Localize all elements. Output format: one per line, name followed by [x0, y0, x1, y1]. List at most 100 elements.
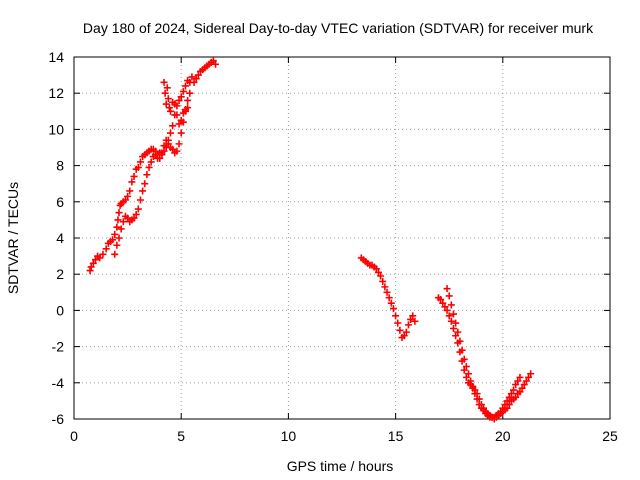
data-point: [454, 328, 462, 336]
data-point: [134, 205, 142, 213]
data-point: [447, 317, 455, 325]
data-point: [518, 384, 526, 392]
data-point: [184, 104, 192, 112]
data-point: [387, 299, 395, 307]
data-point: [165, 104, 173, 112]
data-point: [173, 111, 181, 119]
data-point: [372, 265, 380, 273]
data-point: [113, 241, 121, 249]
y-tick-label: 0: [56, 302, 64, 318]
data-point: [163, 84, 171, 92]
data-point: [99, 250, 107, 258]
data-point: [379, 277, 387, 285]
data-point: [124, 192, 132, 200]
data-point: [164, 140, 172, 148]
grid-layer: [74, 57, 610, 419]
data-point: [156, 154, 164, 162]
data-point: [473, 395, 481, 403]
data-point: [475, 401, 483, 409]
data-point: [130, 214, 138, 222]
data-point: [145, 163, 153, 171]
data-point: [114, 216, 122, 224]
data-point: [458, 346, 466, 354]
data-point: [192, 75, 200, 83]
x-axis-title: GPS time / hours: [287, 458, 394, 474]
data-point: [162, 136, 170, 144]
data-point: [119, 218, 127, 226]
y-tick-label: 14: [48, 49, 64, 65]
data-point: [449, 325, 457, 332]
data-point: [132, 210, 140, 218]
data-point: [109, 236, 117, 244]
data-point: [139, 187, 147, 195]
data-point: [190, 78, 198, 86]
data-point: [177, 129, 185, 137]
data-point: [516, 388, 524, 396]
data-point: [117, 225, 125, 233]
data-point: [441, 303, 449, 311]
data-point: [126, 187, 134, 195]
data-point: [525, 373, 533, 381]
data-point: [113, 223, 121, 231]
data-point: [385, 294, 393, 302]
data-point: [91, 256, 99, 264]
data-point: [505, 393, 513, 401]
data-point: [121, 196, 129, 204]
data-point: [510, 386, 518, 394]
data-point: [396, 326, 404, 334]
data-point: [452, 319, 460, 327]
y-tick-label: 8: [56, 158, 64, 174]
data-point: [409, 312, 417, 320]
data-point: [377, 272, 385, 280]
data-point: [462, 363, 470, 371]
data-point: [471, 390, 479, 398]
data-point: [394, 319, 402, 327]
data-point: [124, 214, 132, 222]
data-point: [177, 116, 185, 124]
data-point: [503, 404, 511, 412]
data-point: [507, 390, 515, 398]
data-point: [402, 328, 410, 336]
x-tick-label: 10: [281, 428, 297, 444]
y-axis-title: SDTVAR / TECUs: [5, 182, 21, 294]
data-point: [141, 180, 149, 188]
data-point: [175, 96, 183, 104]
data-point: [96, 254, 104, 262]
data-point: [111, 230, 119, 238]
y-tick-label: 10: [48, 121, 64, 137]
data-point: [169, 122, 177, 130]
data-point: [404, 321, 412, 329]
x-tick-label: 5: [177, 428, 185, 444]
data-point: [130, 172, 138, 180]
data-point: [160, 78, 168, 86]
data-point: [443, 285, 451, 293]
data-point: [111, 250, 119, 258]
data-point: [522, 377, 530, 385]
data-point: [158, 149, 166, 157]
data-point: [169, 145, 177, 153]
data-point: [186, 89, 194, 97]
data-point: [527, 370, 535, 378]
data-point: [437, 296, 445, 304]
data-point: [516, 373, 524, 381]
data-point: [166, 129, 174, 137]
data-point: [400, 332, 408, 340]
data-point: [115, 234, 123, 242]
data-point: [443, 306, 451, 314]
data-point: [389, 305, 397, 313]
y-tick-label: 2: [56, 266, 64, 282]
data-point: [439, 299, 447, 307]
data-point: [134, 163, 142, 171]
data-point: [188, 73, 196, 81]
data-point: [512, 381, 520, 389]
data-point: [181, 82, 189, 90]
data-point: [445, 312, 453, 320]
data-point: [381, 283, 389, 291]
data-point: [464, 370, 472, 378]
data-point: [164, 95, 172, 103]
data-point: [177, 93, 185, 101]
data-point: [456, 337, 464, 345]
data-point: [212, 60, 220, 68]
x-tick-label: 20: [495, 428, 511, 444]
y-tick-label: 4: [56, 230, 64, 246]
